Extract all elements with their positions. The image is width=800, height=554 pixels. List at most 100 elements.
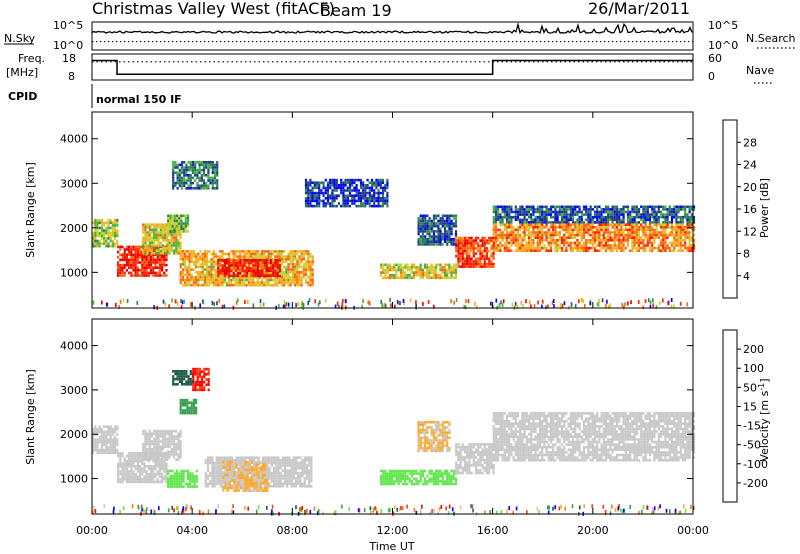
heatmap-cell [265,264,268,267]
heatmap-cell [139,248,142,251]
heatmap-cell [329,184,332,187]
heatmap-cell [185,163,188,167]
heatmap-cell [501,223,504,226]
heatmap-cell [479,249,482,253]
heatmap-cell [177,239,180,242]
heatmap-cell [446,273,449,277]
heatmap-cell [243,283,246,287]
heatmap-cell [155,226,158,229]
heatmap-cell [516,233,520,237]
heatmap-cell [523,239,526,242]
heatmap-cell [470,236,473,240]
heatmap-cell [607,246,610,250]
heatmap-cell [532,241,535,245]
heatmap-cell [269,250,272,253]
heatmap-cell [170,442,173,446]
heatmap-cell [265,283,268,287]
heatmap-cell [673,233,676,237]
heatmap-cell [664,239,667,242]
heatmap-cell [121,258,124,262]
heatmap-cell [177,458,180,461]
heatmap-cell [213,469,216,472]
heatmap-cell [254,259,257,262]
heatmap-cell [357,189,360,192]
heatmap-cell [147,472,150,476]
heatmap-cell [576,228,579,232]
heatmap-cell [232,255,235,258]
heatmap-cell [157,435,160,438]
heatmap-cell [128,271,131,275]
heatmap-cell [121,478,124,481]
noise-cell [533,304,536,308]
heatmap-cell [96,438,99,441]
heatmap-cell [152,472,155,476]
heatmap-cell [609,218,612,222]
heatmap-cell [644,236,647,239]
heatmap-cell [391,276,394,280]
heatmap-cell [419,219,422,223]
heatmap-cell [424,263,427,267]
heatmap-cell [499,246,502,250]
heatmap-cell [280,283,283,287]
heatmap-cell [161,432,165,435]
heatmap-cell [185,181,188,185]
heatmap-cell [114,224,117,227]
heatmap-cell [644,226,647,229]
heatmap-cell [283,265,286,269]
heatmap-cell [311,191,314,195]
heatmap-cell [472,244,475,248]
heatmap-cell [483,247,486,250]
heatmap-cell [158,266,161,269]
heatmap-cell [164,223,167,226]
heatmap-cell [508,246,511,250]
heatmap-cell [609,239,612,242]
heatmap-cell [567,213,570,216]
heatmap-cell [217,477,221,480]
heatmap-cell [648,249,652,252]
cpid-value: normal 150 IF [96,93,182,106]
heatmap-cell [359,202,363,205]
heatmap-cell [300,278,303,282]
heatmap-cell [119,269,122,272]
heatmap-cell [406,273,409,277]
heatmap-cell [107,441,110,444]
heatmap-cell [637,221,641,224]
heatmap-cell [274,278,277,282]
heatmap-cell [165,256,168,259]
heatmap-cell [92,237,95,240]
heatmap-cell [105,441,108,444]
heatmap-cell [549,241,553,245]
heatmap-cell [483,254,486,258]
heatmap-cell [148,233,151,237]
heatmap-cell [576,218,579,222]
heatmap-cell [646,215,649,219]
heatmap-cell [234,261,237,265]
heatmap-cell [134,269,137,272]
heatmap-cell [578,223,581,226]
heatmap-cell [125,465,128,468]
heatmap-cell [468,249,471,253]
heatmap-cell [580,210,583,214]
heatmap-cell [519,221,522,224]
heatmap-cell [642,213,645,216]
heatmap-cell [147,459,150,463]
heatmap-cell [121,467,124,471]
heatmap-cell [644,231,647,234]
heatmap-cell [620,231,623,234]
heatmap-cell [538,223,542,226]
heatmap-cell [335,184,338,187]
heatmap-cell [615,213,619,216]
heatmap-cell [105,239,108,243]
heatmap-cell [211,485,214,488]
heatmap-cell [596,213,599,216]
heatmap-cell [611,210,614,214]
heatmap-cell [204,461,207,465]
heatmap-cell [180,163,184,167]
heatmap-cell [686,246,689,250]
heatmap-cell [692,208,696,211]
heatmap-cell [207,380,210,384]
noise-cell [642,305,645,310]
heatmap-cell [393,273,396,277]
heatmap-cell [514,228,517,232]
heatmap-cell [291,263,294,266]
